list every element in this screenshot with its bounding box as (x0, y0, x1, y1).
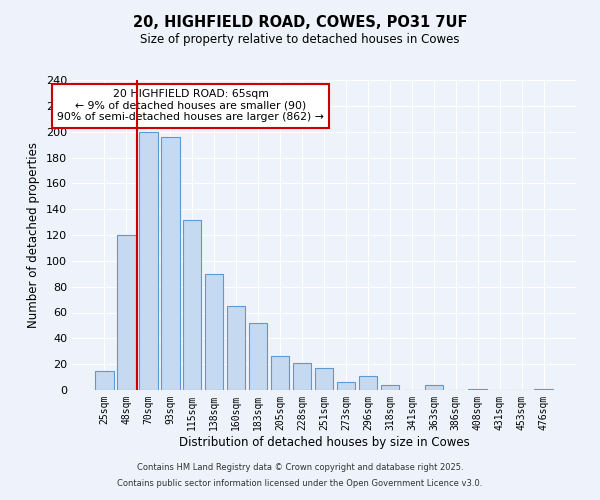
Bar (380, 385, 399, 390)
Bar (359, 376, 377, 390)
Bar (314, 368, 334, 390)
Bar (337, 382, 355, 390)
Bar (469, 388, 487, 390)
Text: 20 HIGHFIELD ROAD: 65sqm
← 9% of detached houses are smaller (90)
90% of semi-de: 20 HIGHFIELD ROAD: 65sqm ← 9% of detache… (57, 90, 324, 122)
Bar (293, 363, 311, 390)
Bar (95, 370, 113, 390)
Text: 20, HIGHFIELD ROAD, COWES, PO31 7UF: 20, HIGHFIELD ROAD, COWES, PO31 7UF (133, 15, 467, 30)
Bar (425, 385, 443, 390)
Bar (183, 220, 202, 390)
Text: Size of property relative to detached houses in Cowes: Size of property relative to detached ho… (140, 32, 460, 46)
Bar (271, 356, 289, 390)
Text: Contains HM Land Registry data © Crown copyright and database right 2025.: Contains HM Land Registry data © Crown c… (137, 464, 463, 472)
Bar (161, 137, 179, 390)
Y-axis label: Number of detached properties: Number of detached properties (28, 142, 40, 328)
Bar (117, 235, 136, 390)
Text: Contains public sector information licensed under the Open Government Licence v3: Contains public sector information licen… (118, 478, 482, 488)
Bar (249, 323, 268, 390)
Bar (139, 132, 158, 390)
Bar (227, 306, 245, 390)
Bar (535, 388, 553, 390)
X-axis label: Distribution of detached houses by size in Cowes: Distribution of detached houses by size … (179, 436, 469, 448)
Bar (205, 274, 223, 390)
